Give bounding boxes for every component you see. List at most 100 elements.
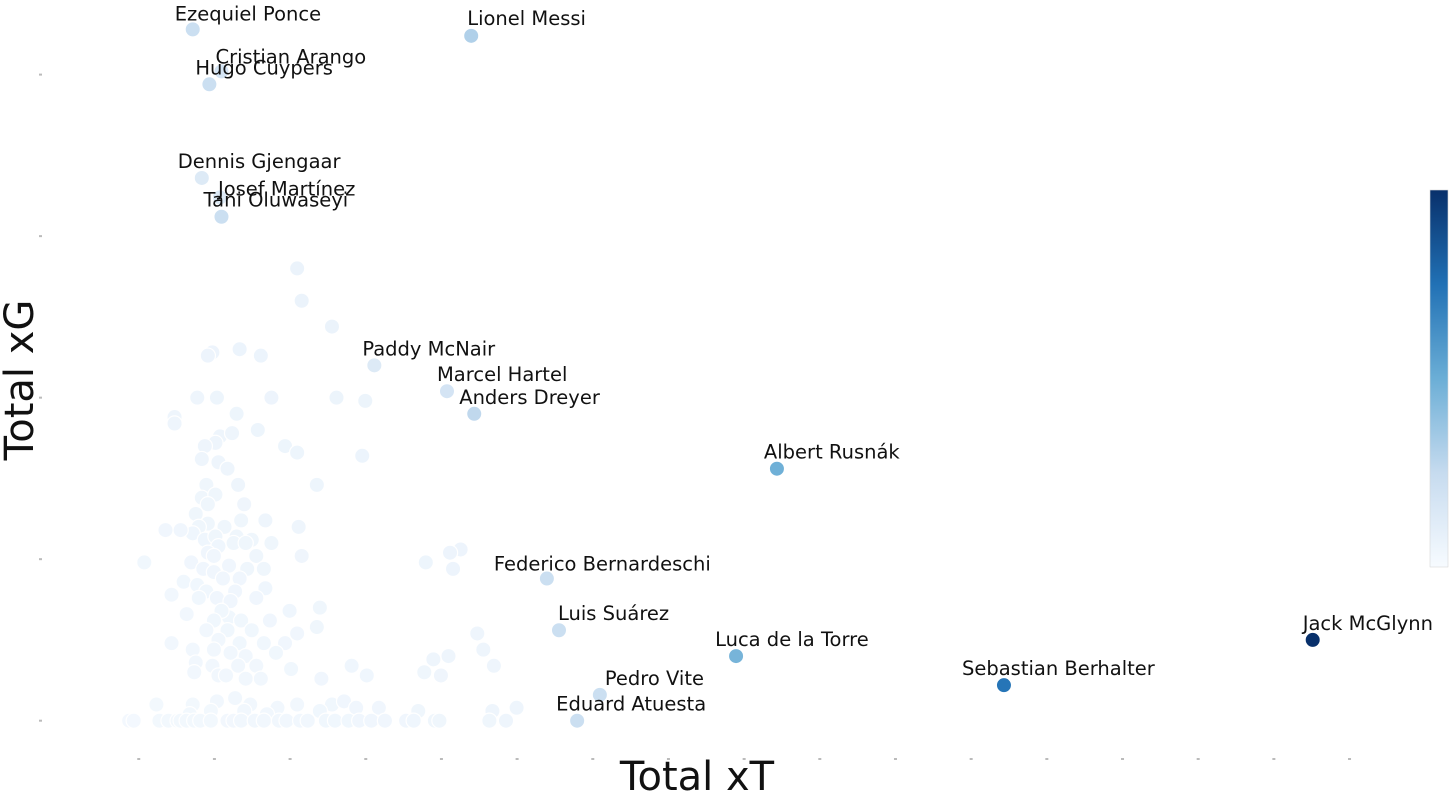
player-label-14: Jack McGlynn (1301, 612, 1433, 635)
player-label-2: Cristian Arango (215, 45, 366, 68)
scatter-point-149 (202, 712, 220, 729)
scatter-point-170 (497, 712, 515, 729)
scatter-point-49 (237, 534, 254, 552)
scatter-point-82 (178, 605, 195, 623)
x-tick-2 (288, 758, 292, 760)
scatter-point-24 (193, 450, 211, 468)
scatter-point-89 (288, 625, 306, 642)
scatter-point-81 (311, 599, 329, 616)
scatter-point-54 (293, 547, 310, 565)
player-label-11: Federico Bernardeschi (494, 553, 711, 576)
x-tick-6 (591, 758, 595, 760)
scatter-point-168 (431, 712, 448, 729)
colorbar (1429, 189, 1449, 568)
player-point-16 (591, 686, 609, 704)
x-tick-12 (1045, 758, 1049, 760)
scatter-point-127 (288, 696, 306, 713)
scatter-point-105 (282, 660, 300, 678)
x-tick-11 (969, 758, 973, 760)
player-point-2 (213, 63, 230, 80)
scatter-point-32 (199, 496, 217, 513)
x-tick-7 (666, 758, 670, 760)
scatter-point-37 (257, 512, 274, 529)
scatter-point-80 (281, 602, 298, 620)
scatter-point-121 (148, 696, 165, 713)
player-point-17 (568, 712, 586, 729)
scatter-point-106 (343, 657, 360, 674)
scatter-point-14 (228, 405, 245, 423)
scatter-point-154 (255, 712, 273, 729)
x-tick-14 (1196, 758, 1200, 760)
scatter-point-57 (417, 554, 435, 571)
scatter-point-77 (248, 589, 265, 607)
player-label-15: Sebastian Berhalter (962, 657, 1156, 680)
y-axis-title: Total xG (0, 300, 43, 462)
scatter-point-9 (208, 389, 226, 406)
scatter-point-22 (354, 447, 371, 464)
scatter-point-163 (363, 712, 380, 729)
scatter-point-36 (232, 512, 250, 529)
x-tick-10 (893, 758, 897, 760)
scatter-point-90 (308, 618, 326, 636)
x-axis-title: Total xT (619, 754, 775, 800)
scatter-point-169 (481, 712, 498, 729)
x-tick-5 (515, 758, 519, 760)
player-point-12 (550, 622, 568, 639)
x-tick-8 (742, 758, 746, 760)
scatter-point-25 (219, 460, 236, 477)
player-label-16: Pedro Vite (605, 667, 704, 690)
scatter-point-21 (288, 444, 306, 461)
scatter-point-99 (267, 644, 285, 662)
scatter-point-84 (232, 612, 250, 629)
player-point-11 (538, 570, 556, 587)
scatter-point-5 (252, 347, 270, 364)
scatter-point-152 (232, 712, 250, 729)
scatter-point-110 (475, 641, 492, 658)
scatter-point-38 (290, 518, 307, 536)
scatter-point-6 (199, 347, 217, 364)
player-point-1 (463, 27, 480, 45)
scatter-point-134 (508, 699, 525, 716)
player-point-10 (768, 460, 786, 477)
scatter-point-74 (190, 589, 207, 607)
player-label-9: Anders Dreyer (459, 386, 601, 409)
scatter-point-93 (255, 634, 273, 652)
player-point-4 (193, 169, 211, 187)
scatter-point-156 (278, 712, 295, 729)
player-label-8: Marcel Hartel (437, 363, 567, 386)
x-tick-16 (1348, 758, 1352, 760)
scatter-point-65 (255, 560, 273, 578)
player-label-5: Josef Martínez (216, 177, 355, 200)
scatter-point-28 (229, 476, 247, 494)
player-point-8 (438, 382, 456, 400)
scatter-point-103 (229, 657, 247, 674)
player-label-7: Paddy McNair (362, 337, 496, 360)
scatter-point-68 (214, 570, 232, 587)
player-label-3: Hugo Cuypers (195, 56, 333, 79)
player-label-13: Luca de la Torre (715, 628, 869, 651)
x-tick-1 (212, 758, 216, 760)
axis-ticks (39, 73, 1352, 760)
player-label-4: Dennis Gjengaar (178, 150, 342, 173)
scatter-point-3 (231, 340, 248, 358)
scatter-point-53 (248, 547, 265, 565)
x-tick-13 (1121, 758, 1125, 760)
scatter-point-107 (425, 651, 442, 668)
player-point-9 (466, 405, 483, 423)
player-label-0: Ezequiel Ponce (175, 2, 321, 25)
scatter-point-118 (358, 667, 375, 684)
scatter-point-95 (163, 634, 180, 652)
scatter-point-113 (186, 664, 203, 681)
scatter-point-17 (223, 424, 241, 442)
player-point-7 (366, 357, 383, 374)
x-tick-0 (137, 758, 141, 760)
scatter-point-66 (175, 573, 192, 590)
scatter-point-56 (441, 544, 459, 561)
scatter-point-50 (263, 534, 280, 552)
scatter-point-115 (237, 670, 254, 687)
labels-layer: Ezequiel Ponce Lionel Messi Cristian Arang… (175, 2, 1433, 715)
scatter-point-88 (243, 622, 260, 639)
player-label-10: Albert Rusnák (764, 441, 900, 464)
scatter-point-45 (157, 521, 174, 539)
